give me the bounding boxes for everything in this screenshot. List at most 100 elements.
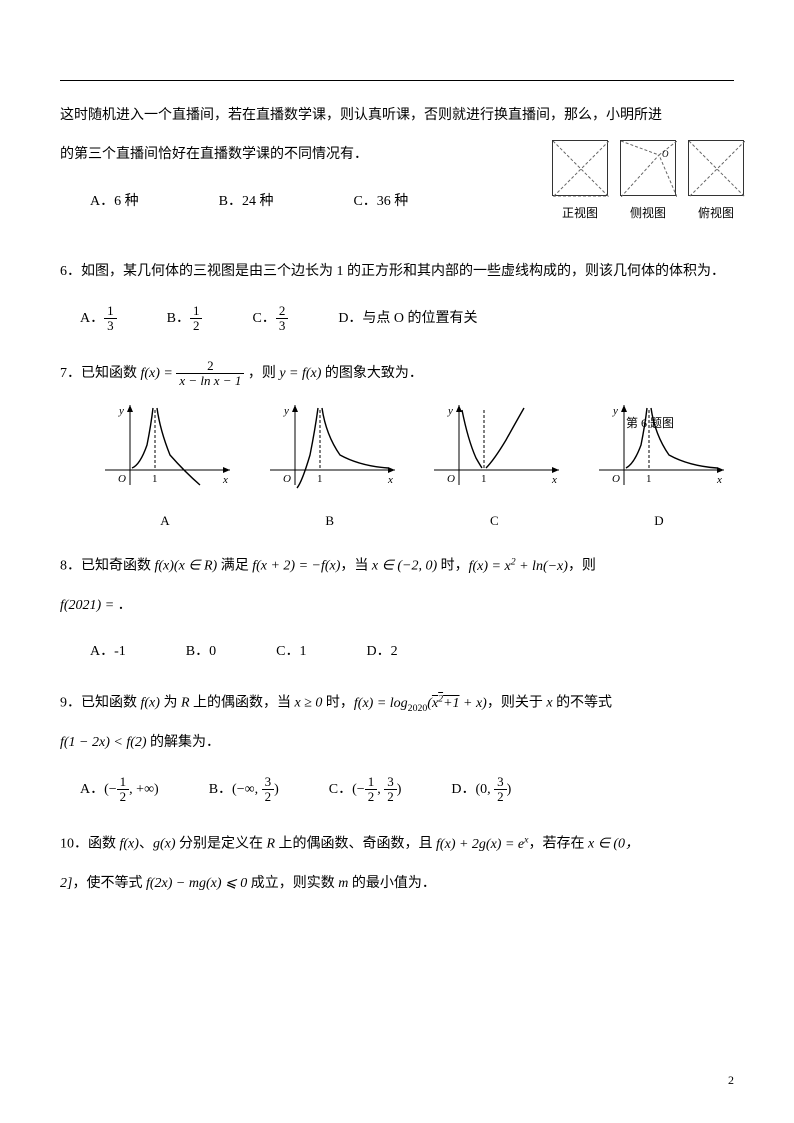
q6-c-den: 3: [276, 319, 289, 333]
q9-b-suf: ): [274, 782, 279, 797]
q9-c-pre: C．(−: [329, 782, 365, 797]
q9-choice-d: D．(0, 32): [451, 775, 511, 806]
q7-graph-b-svg: O x y 1: [260, 400, 400, 490]
q6-choice-a: A．13: [80, 304, 117, 335]
top-view-box: [688, 140, 744, 196]
q9-b-den: 2: [262, 790, 275, 804]
svg-text:y: y: [447, 405, 453, 417]
q7-label-d: D: [584, 507, 734, 536]
q8-choices: A．-1 B．0 C．1 D．2: [90, 637, 734, 668]
three-view-diagrams: 正视图 O 侧视图 俯视图: [552, 140, 744, 226]
page-number: 2: [728, 1067, 734, 1093]
svg-text:1: 1: [152, 473, 158, 485]
q9-c-den1: 2: [365, 790, 378, 804]
q7-prefix: 7．已知函数: [60, 366, 141, 381]
q6-choice-b: B．12: [167, 304, 203, 335]
front-view-svg: [553, 141, 609, 197]
q8-line2: f(2021) = ．: [60, 591, 734, 622]
side-view-svg: O: [621, 141, 677, 197]
q6-a-num: 1: [104, 304, 117, 319]
top-rule: [60, 80, 734, 81]
svg-text:x: x: [387, 474, 393, 486]
q6-caption: 第 6 题图: [626, 410, 674, 436]
q9-d-pre: D．(0,: [451, 782, 494, 797]
top-view-label: 俯视图: [688, 200, 744, 226]
q9-choice-b: B．(−∞, 32): [209, 775, 279, 806]
q8-line1: 8．已知奇函数 f(x)(x ∈ R) 满足 f(x + 2) = −f(x)，…: [60, 551, 734, 582]
svg-text:O: O: [612, 473, 620, 485]
q6-choice-c: C．23: [252, 304, 288, 335]
svg-text:1: 1: [646, 473, 652, 485]
q6-c-num: 2: [276, 304, 289, 319]
front-view-label: 正视图: [552, 200, 608, 226]
svg-text:y: y: [612, 405, 618, 417]
q9-c-suf: ): [397, 782, 402, 797]
q9-c-mid: ,: [377, 782, 384, 797]
q7-text: 7．已知函数 f(x) = 2x − ln x − 1 ，则 y = f(x) …: [60, 359, 734, 390]
q9-d-suf: ): [507, 782, 512, 797]
q9-a-num: 1: [117, 775, 130, 790]
q6-b-num: 1: [190, 304, 203, 319]
q10-line2: 2]，使不等式 f(2x) − mg(x) ⩽ 0 成立，则实数 m 的最小值为…: [60, 869, 734, 900]
q6-b-prefix: B．: [167, 311, 190, 326]
q9-line1: 9．已知函数 f(x) 为 R 上的偶函数，当 x ≥ 0 时，f(x) = l…: [60, 688, 734, 719]
q9-a-den: 2: [117, 790, 130, 804]
q6-a-prefix: A．: [80, 311, 104, 326]
q9-c-num2: 3: [384, 775, 397, 790]
q9-choice-c: C．(−12, 32): [329, 775, 402, 806]
q6-b-den: 2: [190, 319, 203, 333]
svg-text:y: y: [118, 405, 124, 417]
svg-text:O: O: [283, 473, 291, 485]
front-view-box: [552, 140, 608, 196]
q7-rhs: y = f(x): [279, 366, 321, 381]
svg-text:x: x: [716, 474, 722, 486]
q6-c-prefix: C．: [252, 311, 275, 326]
top-view-svg: [689, 141, 745, 197]
svg-text:x: x: [551, 474, 557, 486]
q5-choice-b: B．24 种: [219, 187, 274, 218]
svg-text:O: O: [118, 473, 126, 485]
q7-eq-den: x − ln x − 1: [176, 374, 244, 388]
q7-label-a: A: [90, 507, 240, 536]
q8-choice-c: C．1: [276, 637, 306, 668]
q8-choice-d: D．2: [366, 637, 397, 668]
q7-mid: ，则: [248, 366, 280, 381]
side-view-box: O: [620, 140, 676, 196]
q9-d-den: 2: [494, 790, 507, 804]
q8-choice-a: A．-1: [90, 637, 126, 668]
svg-text:y: y: [283, 405, 289, 417]
q7-graph-labels: A B C D: [90, 507, 734, 536]
q7-eq-num: 2: [176, 359, 244, 374]
q9-line2: f(1 − 2x) < f(2) 的解集为．: [60, 728, 734, 759]
q9-choices: A．(−12, +∞) B．(−∞, 32) C．(−12, 32) D．(0,…: [80, 775, 734, 806]
q9-b-num: 3: [262, 775, 275, 790]
q10-line1: 10．函数 f(x)、g(x) 分别是定义在 R 上的偶函数、奇函数，且 f(x…: [60, 829, 734, 860]
q7-suffix: 的图象大致为．: [321, 366, 423, 381]
q9-a-suf: , +∞): [129, 782, 159, 797]
side-view: O 侧视图: [620, 140, 676, 226]
q7-graph-b: O x y 1: [255, 400, 405, 503]
svg-text:1: 1: [481, 473, 487, 485]
q7-graph-c-svg: O x y 1: [424, 400, 564, 490]
q7-graph-a: O x y 1: [90, 400, 240, 503]
q7-graph-a-svg: O x y 1: [95, 400, 235, 490]
q6-text: 6．如图，某几何体的三视图是由三个边长为 1 的正方形和其内部的一些虚线构成的，…: [60, 257, 734, 288]
q9-c-den2: 2: [384, 790, 397, 804]
q9-a-pre: A．(−: [80, 782, 117, 797]
q9-choice-a: A．(−12, +∞): [80, 775, 159, 806]
q6-choices: A．13 B．12 C．23 D．与点 O 的位置有关: [80, 304, 734, 335]
side-view-label: 侧视图: [620, 200, 676, 226]
q7-label-b: B: [255, 507, 405, 536]
q6-a-den: 3: [104, 319, 117, 333]
q5-line1: 这时随机进入一个直播间，若在直播数学课，则认真听课，否则就进行换直播间，那么，小…: [60, 101, 734, 132]
q8-choice-b: B．0: [186, 637, 216, 668]
q5-choice-a: A．6 种: [90, 187, 139, 218]
q7-graph-c: O x y 1: [419, 400, 569, 503]
svg-text:O: O: [447, 473, 455, 485]
q9-d-num: 3: [494, 775, 507, 790]
q6-choice-d: D．与点 O 的位置有关: [338, 304, 477, 335]
q7-label-c: C: [419, 507, 569, 536]
svg-text:x: x: [222, 474, 228, 486]
q9-c-num1: 1: [365, 775, 378, 790]
top-view: 俯视图: [688, 140, 744, 226]
